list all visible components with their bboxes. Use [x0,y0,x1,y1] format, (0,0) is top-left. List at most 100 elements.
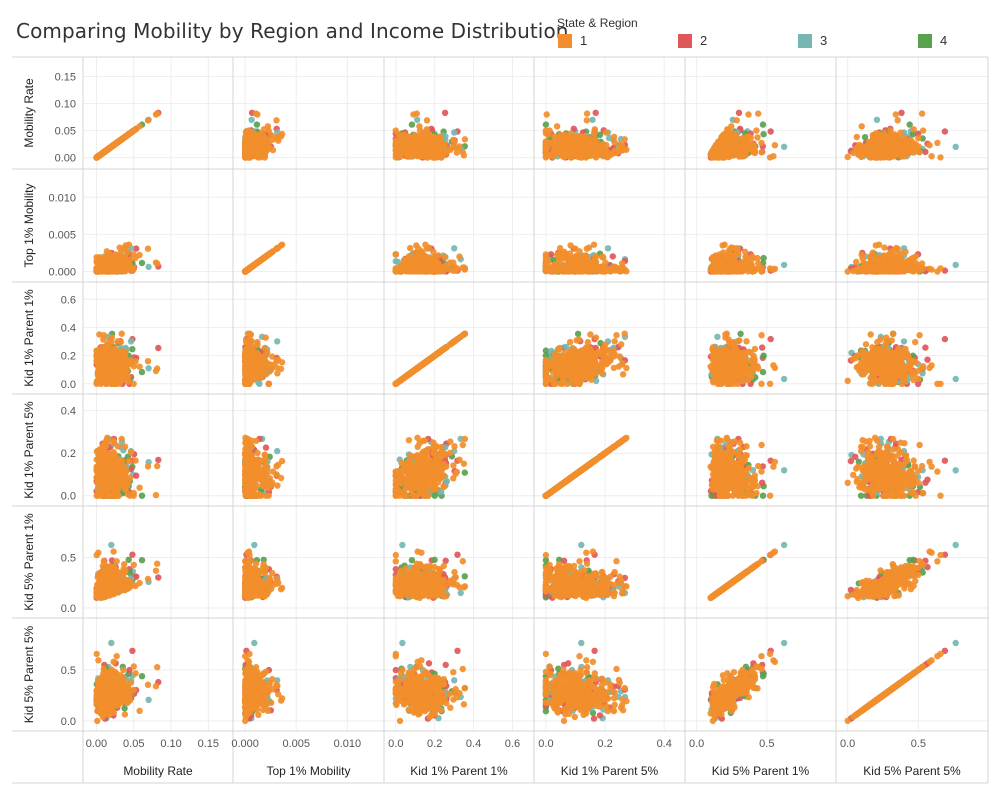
data-point[interactable] [546,265,553,273]
data-point[interactable] [556,134,564,141]
data-point[interactable] [432,154,439,161]
data-point[interactable] [254,111,261,118]
data-point[interactable] [595,263,602,271]
data-point[interactable] [758,149,765,156]
data-point[interactable] [399,135,406,142]
data-point[interactable] [257,138,265,145]
data-point[interactable] [709,154,716,161]
data-point[interactable] [264,123,272,130]
data-point[interactable] [253,121,261,128]
legend-item-3[interactable]: 3 [798,33,827,48]
data-point[interactable] [575,265,583,272]
data-point[interactable] [853,145,860,152]
data-point[interactable] [246,149,253,156]
data-point[interactable] [731,139,739,147]
data-point[interactable] [766,154,774,161]
data-point[interactable] [754,134,761,141]
data-point[interactable] [144,245,152,252]
data-point[interactable] [884,136,891,143]
legend-item-4[interactable]: 4 [918,33,947,48]
data-point[interactable] [551,133,558,140]
data-point[interactable] [717,154,724,161]
data-point[interactable] [93,254,100,261]
data-point[interactable] [106,144,113,152]
data-point[interactable] [416,127,424,134]
data-point[interactable] [610,266,617,273]
scatter-panel-1-4[interactable] [707,241,788,275]
data-point[interactable] [582,254,590,261]
data-point[interactable] [417,133,425,140]
data-point[interactable] [278,130,286,138]
data-point[interactable] [610,133,618,140]
data-point[interactable] [867,154,874,161]
data-point[interactable] [430,264,438,272]
data-point[interactable] [952,143,959,150]
data-point[interactable] [603,148,610,156]
data-point[interactable] [589,116,596,124]
data-point[interactable] [759,121,767,128]
data-point[interactable] [553,123,561,130]
data-point[interactable] [246,139,254,147]
data-point[interactable] [430,139,438,147]
data-point[interactable] [246,264,254,272]
scatter-panel-1-0[interactable] [93,241,162,275]
data-point[interactable] [934,139,941,147]
data-point[interactable] [553,251,561,259]
data-point[interactable] [609,253,616,260]
data-point[interactable] [459,264,466,271]
scatter-panel-0-3[interactable] [542,109,630,161]
data-point[interactable] [436,263,444,271]
data-point[interactable] [436,149,444,156]
data-point[interactable] [745,111,752,118]
data-point[interactable] [583,110,591,117]
data-point[interactable] [152,111,160,118]
data-point[interactable] [596,131,604,138]
data-point[interactable] [461,136,469,143]
data-point[interactable] [915,135,922,142]
data-point[interactable] [425,139,432,146]
data-point[interactable] [413,144,420,152]
data-point[interactable] [273,117,280,124]
data-point[interactable] [919,127,927,134]
data-point[interactable] [892,111,899,118]
data-point[interactable] [428,145,435,152]
data-point[interactable] [248,116,255,124]
data-point[interactable] [456,143,463,150]
data-point[interactable] [853,133,860,141]
data-point[interactable] [392,251,399,258]
scatter-panel-0-2[interactable] [392,109,469,161]
scatter-panel-0-4[interactable] [707,109,788,161]
data-point[interactable] [113,139,121,147]
data-point[interactable] [595,149,602,156]
data-point[interactable] [603,129,610,136]
data-point[interactable] [392,154,399,161]
data-point[interactable] [603,265,610,273]
data-point[interactable] [556,244,564,252]
data-point[interactable] [564,139,572,147]
data-point[interactable] [753,127,760,134]
data-point[interactable] [564,133,571,140]
data-point[interactable] [416,257,424,264]
data-point[interactable] [556,148,563,155]
data-point[interactable] [550,153,557,160]
data-point[interactable] [615,267,623,274]
data-point[interactable] [392,142,399,149]
data-point[interactable] [909,146,916,154]
data-point[interactable] [100,265,107,272]
data-point[interactable] [278,241,286,248]
data-point[interactable] [862,147,869,154]
data-point[interactable] [928,153,935,160]
data-point[interactable] [751,146,758,154]
data-point[interactable] [898,109,905,117]
data-point[interactable] [858,123,865,130]
legend-item-2[interactable]: 2 [678,33,707,48]
data-point[interactable] [893,147,900,154]
data-point[interactable] [926,142,933,149]
data-point[interactable] [618,260,626,267]
scatter-panel-0-0[interactable] [93,109,162,161]
data-point[interactable] [582,154,590,161]
scatter-panel-1-2[interactable] [392,241,469,275]
data-point[interactable] [724,133,731,140]
data-point[interactable] [894,117,901,124]
